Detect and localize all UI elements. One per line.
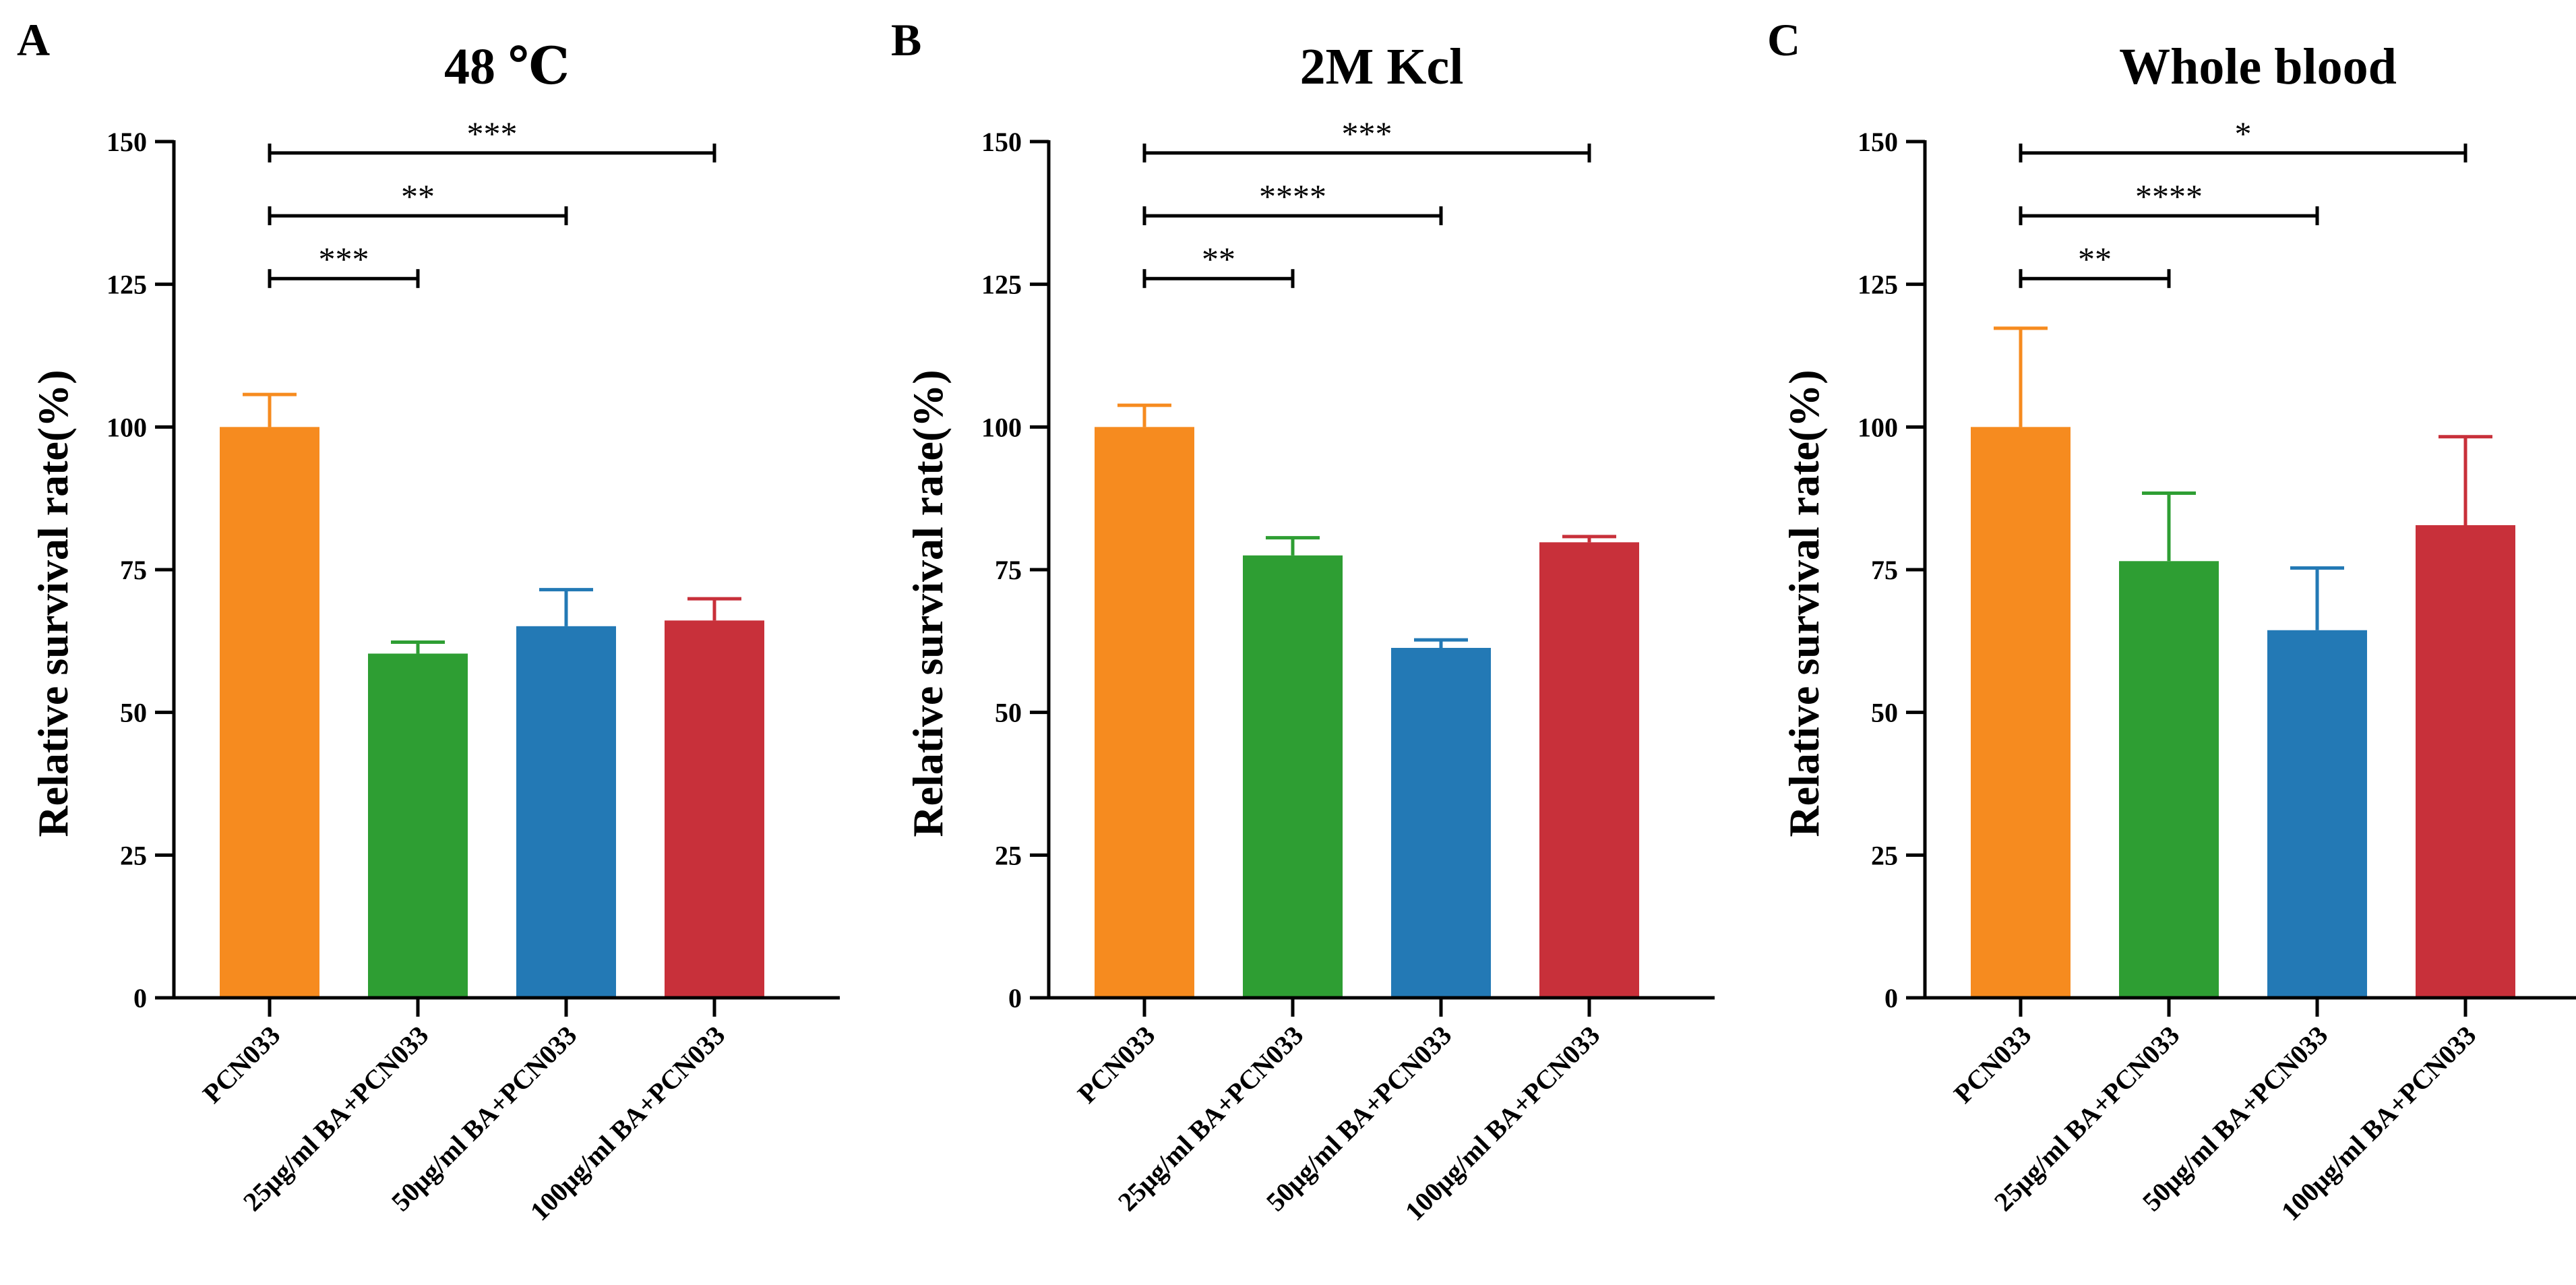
bar [516,626,616,998]
y-tick-label: 125 [981,270,1022,300]
chart-panel-a: A 48 ℃ Relative survival rate(%) 0 25 50 75 100… [17,14,840,1226]
chart-panel-b: B 2M Kcl Relative survival rate(%) 0 25 50 75 1… [891,14,1715,1226]
panel-letter: B [891,14,921,65]
bar [2267,630,2367,998]
significance-label: **** [2135,177,2203,215]
chart-title: Whole blood [2119,38,2397,95]
bar [368,653,468,998]
bar [1243,555,1343,998]
chart-title: 48 ℃ [444,38,570,95]
bar [2416,525,2515,998]
significance-label: **** [1259,177,1326,215]
x-tick-label: PCN033 [1948,1020,2037,1109]
bar [2119,561,2219,998]
bar [220,427,319,998]
bar [665,620,764,998]
y-tick-label: 100 [981,412,1022,442]
y-tick-label: 0 [1884,983,1898,1013]
y-tick-label: 25 [995,840,1022,870]
chart-title: 2M Kcl [1300,38,1464,95]
y-tick-label: 25 [1871,840,1898,870]
significance-label: ** [2078,240,2112,278]
chart-panel-c: C Whole blood Relative survival rate(%) 0 25… [1767,14,2576,1226]
y-tick-label: 150 [106,127,147,157]
bar [1391,647,1491,998]
x-tick-label: PCN033 [1072,1020,1161,1109]
y-tick-label: 50 [1871,698,1898,728]
bar [1095,427,1194,998]
x-tick-label: PCN033 [197,1020,286,1109]
y-axis-label: Relative survival rate(%) [1780,369,1828,837]
y-tick-label: 50 [120,698,147,728]
panel-letter: C [1767,14,1800,65]
y-tick-label: 25 [120,840,147,870]
y-axis-label: Relative survival rate(%) [29,369,77,837]
significance-label: ** [401,177,435,215]
significance-label: *** [467,115,518,152]
y-tick-label: 150 [981,127,1022,157]
y-tick-label: 50 [995,698,1022,728]
significance-label: *** [1342,115,1392,152]
bar [1971,427,2071,998]
significance-label: *** [319,240,369,278]
y-axis-label: Relative survival rate(%) [904,369,952,837]
bar [1539,542,1639,998]
y-tick-label: 75 [995,555,1022,585]
y-tick-label: 125 [106,270,147,300]
y-tick-label: 150 [1858,127,1898,157]
panel-letter: A [17,14,50,65]
y-tick-label: 0 [1008,983,1022,1013]
y-tick-label: 75 [1871,555,1898,585]
y-tick-label: 100 [106,412,147,442]
y-tick-label: 100 [1858,412,1898,442]
y-tick-label: 125 [1858,270,1898,300]
significance-label: * [2235,115,2252,152]
significance-label: ** [1202,240,1235,278]
y-tick-label: 75 [120,555,147,585]
y-tick-label: 0 [133,983,147,1013]
